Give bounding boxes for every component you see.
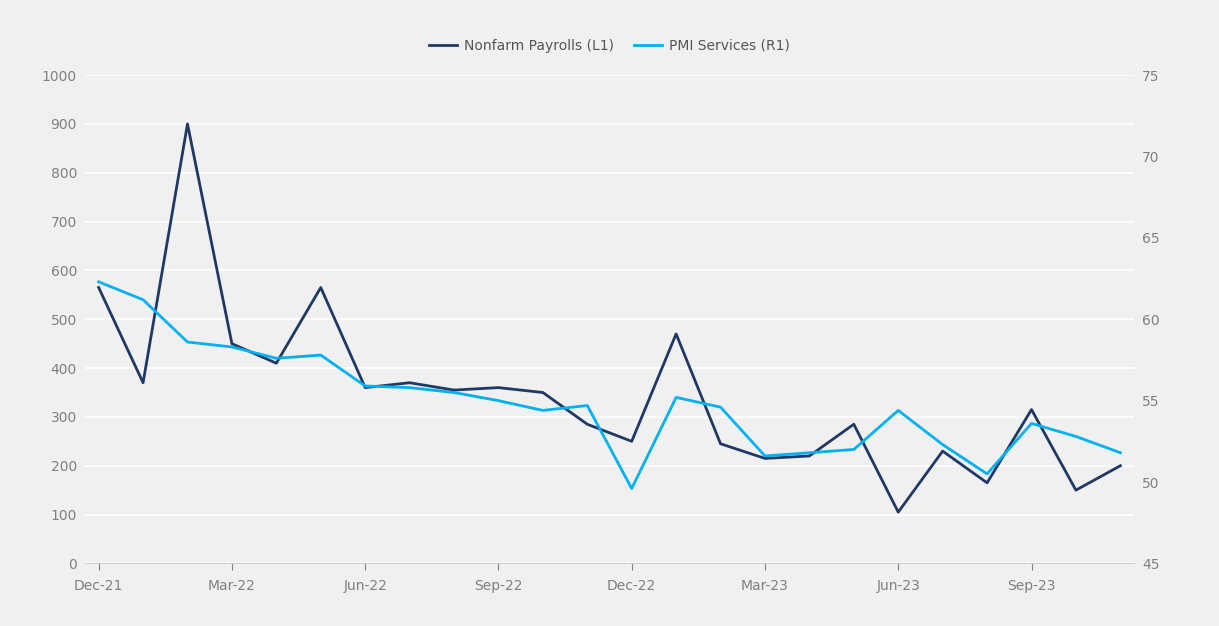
Nonfarm Payrolls (L1) [180, 120, 195, 128]
Nonfarm Payrolls (L1) [135, 379, 150, 386]
Nonfarm Payrolls (L1) [491, 384, 506, 391]
PMI Services (R1) [713, 403, 728, 411]
Nonfarm Payrolls (L1) [624, 438, 639, 445]
PMI Services (R1) [313, 351, 328, 359]
Nonfarm Payrolls (L1) [446, 386, 461, 394]
PMI Services (R1) [580, 402, 595, 409]
PMI Services (R1) [446, 389, 461, 396]
PMI Services (R1) [180, 338, 195, 346]
Nonfarm Payrolls (L1) [1024, 406, 1039, 413]
PMI Services (R1) [1024, 419, 1039, 427]
PMI Services (R1) [669, 394, 684, 401]
Legend: Nonfarm Payrolls (L1), PMI Services (R1): Nonfarm Payrolls (L1), PMI Services (R1) [423, 33, 796, 58]
PMI Services (R1) [135, 296, 150, 304]
Nonfarm Payrolls (L1) [269, 359, 284, 367]
PMI Services (R1) [891, 407, 906, 414]
PMI Services (R1) [758, 452, 773, 459]
PMI Services (R1) [1069, 433, 1084, 440]
Nonfarm Payrolls (L1) [402, 379, 417, 386]
Nonfarm Payrolls (L1) [846, 421, 861, 428]
PMI Services (R1) [269, 354, 284, 362]
PMI Services (R1) [91, 278, 106, 285]
Nonfarm Payrolls (L1) [224, 340, 239, 347]
Nonfarm Payrolls (L1) [313, 284, 328, 291]
Nonfarm Payrolls (L1) [1069, 486, 1084, 494]
PMI Services (R1) [1113, 449, 1128, 456]
PMI Services (R1) [624, 485, 639, 492]
Nonfarm Payrolls (L1) [980, 479, 995, 486]
PMI Services (R1) [846, 446, 861, 453]
Nonfarm Payrolls (L1) [1113, 462, 1128, 470]
PMI Services (R1) [980, 470, 995, 478]
PMI Services (R1) [802, 449, 817, 456]
PMI Services (R1) [358, 382, 373, 390]
PMI Services (R1) [535, 407, 550, 414]
Nonfarm Payrolls (L1) [935, 448, 950, 455]
Nonfarm Payrolls (L1) [91, 284, 106, 291]
PMI Services (R1) [491, 397, 506, 404]
Nonfarm Payrolls (L1) [891, 508, 906, 516]
PMI Services (R1) [224, 343, 239, 351]
Nonfarm Payrolls (L1) [713, 440, 728, 448]
Nonfarm Payrolls (L1) [802, 452, 817, 459]
Nonfarm Payrolls (L1) [669, 330, 684, 337]
Line: PMI Services (R1): PMI Services (R1) [99, 282, 1120, 488]
Nonfarm Payrolls (L1) [358, 384, 373, 391]
Nonfarm Payrolls (L1) [580, 421, 595, 428]
PMI Services (R1) [402, 384, 417, 391]
PMI Services (R1) [935, 441, 950, 448]
Line: Nonfarm Payrolls (L1): Nonfarm Payrolls (L1) [99, 124, 1120, 512]
Nonfarm Payrolls (L1) [758, 454, 773, 462]
Nonfarm Payrolls (L1) [535, 389, 550, 396]
